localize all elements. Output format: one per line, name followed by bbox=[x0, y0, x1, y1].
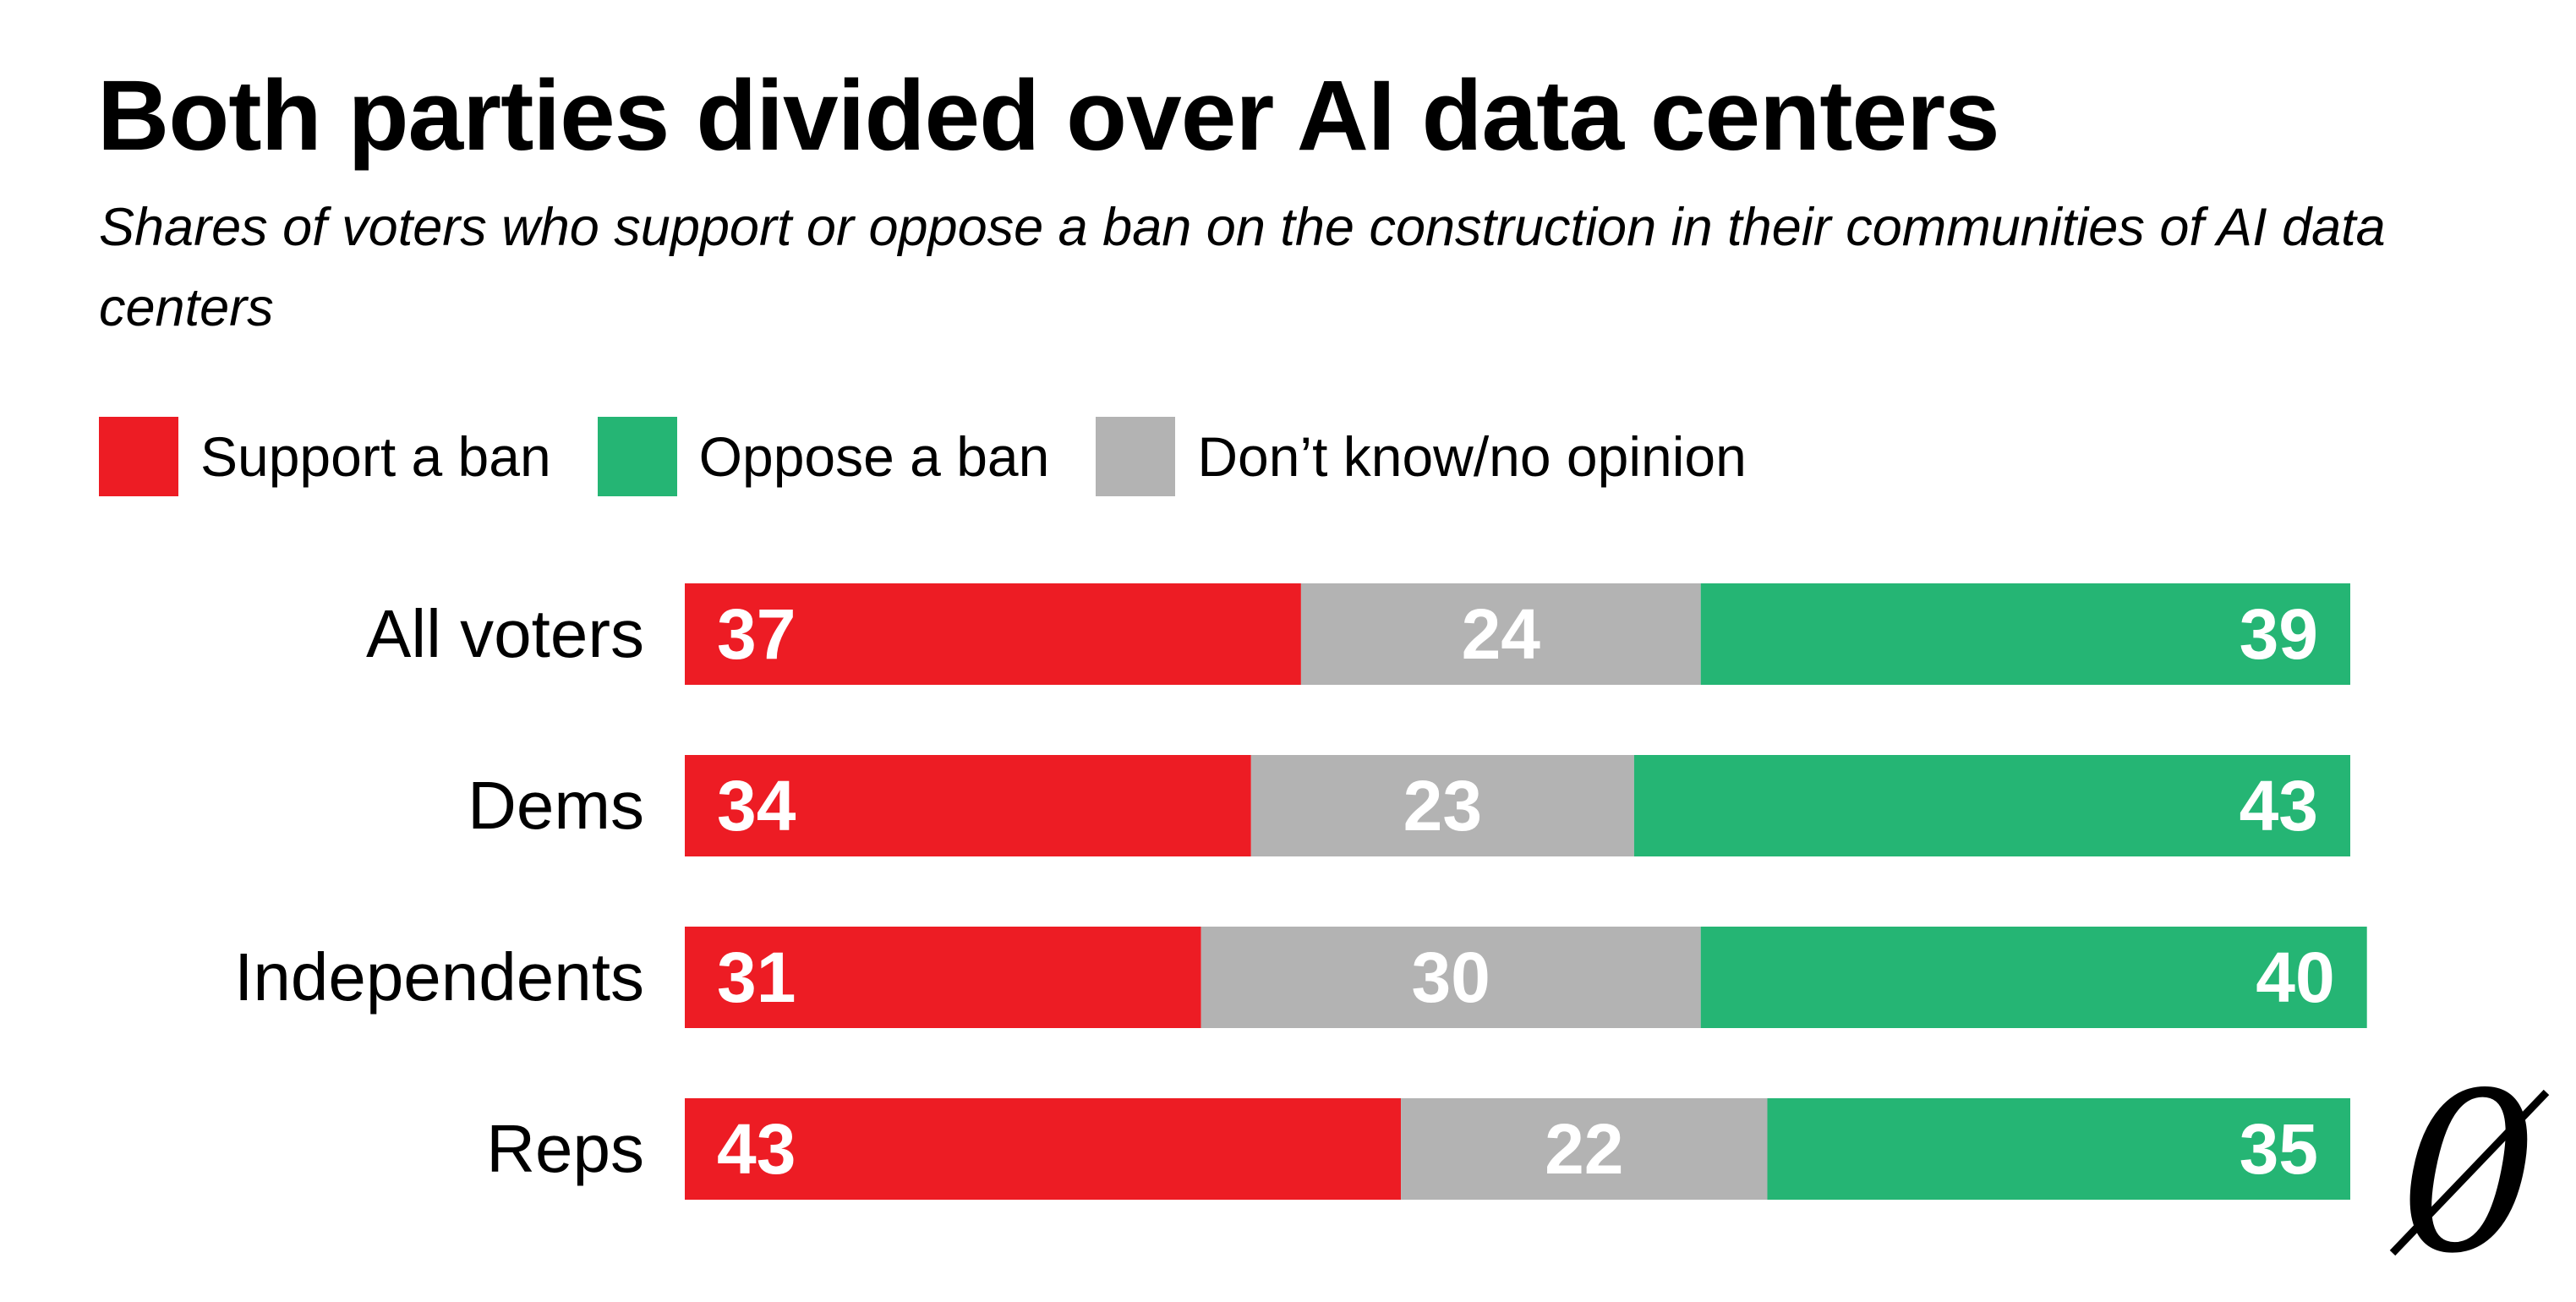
bar-reps-don-t-know-no-opinion bbox=[1401, 1098, 1768, 1200]
legend-label-oppose: Oppose a ban bbox=[698, 425, 1050, 488]
value-label-dems-oppose-a-ban: 43 bbox=[2240, 766, 2318, 845]
value-label-reps-support-a-ban: 43 bbox=[717, 1109, 796, 1189]
logo-slash bbox=[2389, 1089, 2550, 1256]
bar-all-voters-don-t-know-no-opinion bbox=[1300, 583, 1701, 685]
bar-dems-oppose-a-ban bbox=[1633, 755, 2350, 856]
bar-independents-don-t-know-no-opinion bbox=[1200, 927, 1701, 1028]
value-label-all-voters-oppose-a-ban: 39 bbox=[2240, 594, 2318, 674]
value-label-dems-support-a-ban: 34 bbox=[717, 766, 796, 845]
bar-all-voters-oppose-a-ban bbox=[1700, 583, 2350, 685]
bar-reps-support-a-ban bbox=[685, 1098, 1402, 1200]
legend-swatch-support bbox=[99, 417, 178, 496]
value-label-all-voters-don-t-know-no-opinion: 24 bbox=[1462, 594, 1541, 674]
category-label-reps: Reps bbox=[486, 1111, 644, 1186]
category-label-dems: Dems bbox=[468, 768, 644, 843]
bar-dems-support-a-ban bbox=[685, 755, 1251, 856]
value-label-reps-oppose-a-ban: 35 bbox=[2240, 1109, 2318, 1189]
value-label-all-voters-support-a-ban: 37 bbox=[717, 594, 796, 674]
value-label-independents-support-a-ban: 31 bbox=[717, 938, 796, 1017]
legend-swatch-oppose bbox=[597, 417, 677, 496]
value-label-dems-don-t-know-no-opinion: 23 bbox=[1403, 766, 1482, 845]
legend-item-support: Support a ban bbox=[99, 417, 551, 496]
bar-dems-don-t-know-no-opinion bbox=[1250, 755, 1634, 856]
value-label-reps-don-t-know-no-opinion: 22 bbox=[1545, 1109, 1623, 1189]
value-label-independents-oppose-a-ban: 40 bbox=[2256, 938, 2334, 1017]
category-label-all-voters: All voters bbox=[366, 596, 644, 671]
bar-independents-oppose-a-ban bbox=[1700, 927, 2367, 1028]
legend-label-dont-know: Don’t know/no opinion bbox=[1197, 425, 1747, 488]
bar-independents-support-a-ban bbox=[685, 927, 1201, 1028]
zero-slash-logo: 0 bbox=[2389, 1065, 2550, 1268]
chart-title: Both parties divided over AI data center… bbox=[97, 60, 2000, 172]
legend: Support a ban Oppose a ban Don’t know/no… bbox=[99, 416, 1793, 497]
category-label-independents: Independents bbox=[234, 939, 644, 1015]
legend-swatch-dont-know bbox=[1096, 417, 1176, 496]
chart-subtitle: Shares of voters who support or oppose a… bbox=[99, 198, 2386, 337]
logo-glyph: 0 bbox=[2398, 1065, 2538, 1268]
legend-item-dont-know: Don’t know/no opinion bbox=[1096, 417, 1747, 496]
bar-all-voters-support-a-ban bbox=[685, 583, 1301, 685]
legend-item-oppose: Oppose a ban bbox=[597, 417, 1050, 496]
value-label-independents-don-t-know-no-opinion: 30 bbox=[1411, 938, 1490, 1017]
legend-label-support: Support a ban bbox=[200, 425, 551, 488]
bar-reps-oppose-a-ban bbox=[1767, 1098, 2350, 1200]
